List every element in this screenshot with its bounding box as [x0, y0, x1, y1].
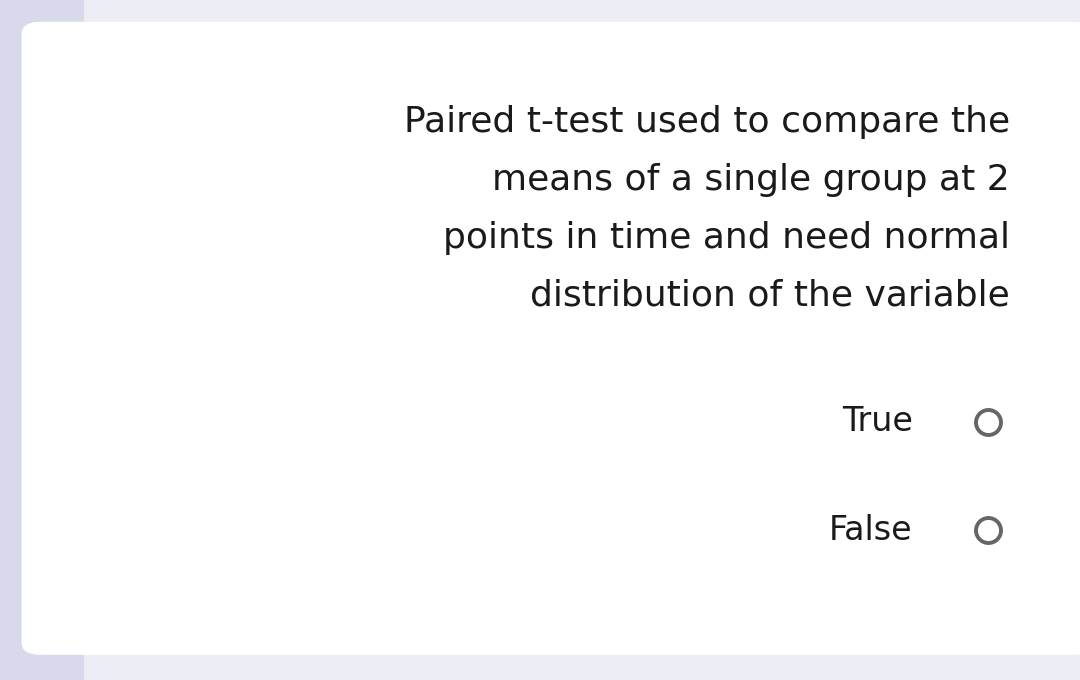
- Text: means of a single group at 2: means of a single group at 2: [492, 163, 1010, 197]
- Text: distribution of the variable: distribution of the variable: [530, 279, 1010, 313]
- FancyBboxPatch shape: [22, 22, 1080, 655]
- Text: True: True: [841, 405, 913, 438]
- Text: False: False: [829, 514, 913, 547]
- Text: Paired t-test used to compare the: Paired t-test used to compare the: [404, 105, 1010, 139]
- Text: points in time and need normal: points in time and need normal: [443, 221, 1010, 255]
- FancyBboxPatch shape: [0, 0, 84, 680]
